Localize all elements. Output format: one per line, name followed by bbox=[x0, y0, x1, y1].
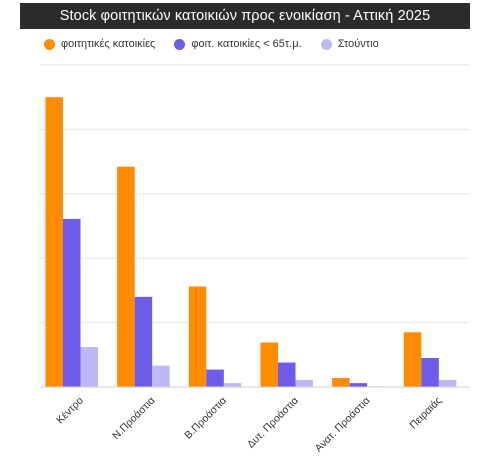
x-tick-label: Β.Προάστια bbox=[182, 395, 229, 442]
bar-studio-0[interactable] bbox=[80, 347, 99, 387]
bar-studio-3[interactable] bbox=[295, 379, 314, 387]
bar-student-housing-5[interactable] bbox=[403, 332, 422, 387]
bar-small-units-0[interactable] bbox=[63, 218, 81, 387]
chart-legend: φοιτητικές κατοικίες φοιτ. κατοικίες < 6… bbox=[44, 35, 464, 53]
chart-title: Stock φοιτητικών κατοικιών προς ενοικίασ… bbox=[20, 3, 470, 29]
legend-item-small-units[interactable]: φοιτ. κατοικίες < 65τ.μ. bbox=[174, 38, 302, 50]
bar-student-housing-1[interactable] bbox=[117, 166, 135, 387]
bar-small-units-1[interactable] bbox=[134, 296, 153, 387]
x-tick-label: Πειραιάς bbox=[407, 395, 444, 432]
bar-studio-5[interactable] bbox=[438, 379, 457, 387]
bar-small-units-4[interactable] bbox=[349, 383, 368, 387]
x-tick-label: Ν.Προάστια bbox=[110, 395, 157, 442]
bar-small-units-3[interactable] bbox=[278, 362, 296, 387]
bar-studio-1[interactable] bbox=[152, 365, 170, 387]
bar-small-units-2[interactable] bbox=[206, 369, 224, 387]
x-tick-label: Ανατ. Προάστια bbox=[313, 395, 373, 455]
legend-item-studio[interactable]: Στούντιο bbox=[320, 38, 379, 50]
bar-studio-2[interactable] bbox=[223, 383, 242, 387]
x-tick-label: Δυτ. Προάστια bbox=[245, 395, 301, 451]
legend-swatch-purple bbox=[174, 38, 186, 50]
legend-swatch-orange bbox=[44, 38, 55, 50]
legend-swatch-lavender bbox=[320, 38, 332, 50]
bar-student-housing-4[interactable] bbox=[332, 377, 350, 387]
bar-student-housing-2[interactable] bbox=[188, 286, 207, 387]
legend-label: φοιτητικές κατοικίες bbox=[61, 38, 156, 50]
legend-label: φοιτ. κατοικίες < 65τ.μ. bbox=[191, 38, 302, 50]
bar-student-housing-0[interactable] bbox=[45, 97, 64, 387]
bar-layer bbox=[45, 97, 457, 387]
bar-student-housing-3[interactable] bbox=[260, 342, 279, 387]
x-tick-label: Κέντρο bbox=[54, 395, 86, 427]
legend-item-student-housing[interactable]: φοιτητικές κατοικίες bbox=[44, 38, 155, 50]
tick-layer: Κέντρο Ν.Προάστια Β.Προάστια Δυτ. Προάστια Α… bbox=[54, 395, 444, 455]
legend-label: Στούντιο bbox=[337, 38, 379, 50]
bar-small-units-5[interactable] bbox=[421, 358, 439, 387]
grid-layer bbox=[40, 64, 470, 324]
